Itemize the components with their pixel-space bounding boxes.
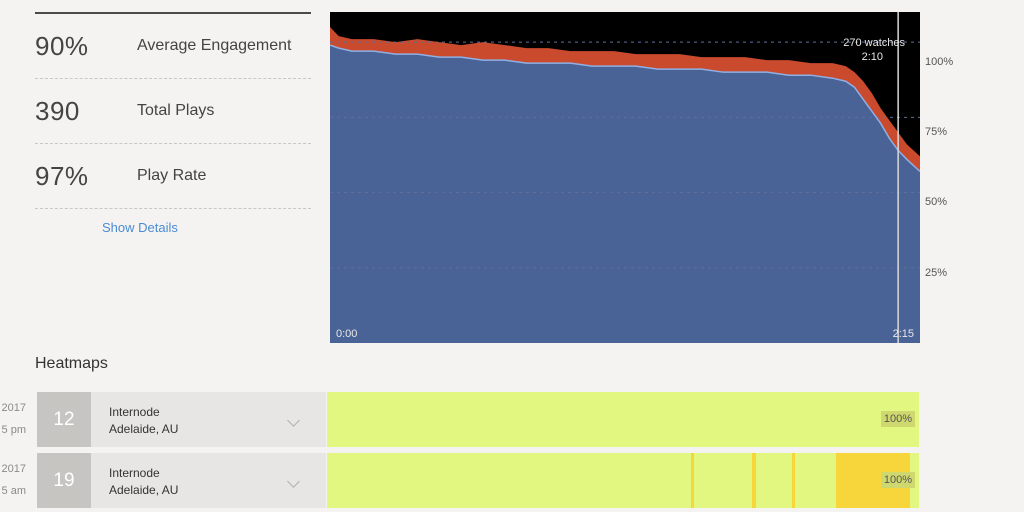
viewer-isp: Internode bbox=[109, 466, 160, 480]
heatmap-row: 2017 5 pm 12 Internode Adelaide, AU 100% bbox=[0, 392, 1024, 447]
session-number: 12 bbox=[37, 392, 91, 447]
stat-value: 390 bbox=[35, 95, 80, 126]
heatmap-row: 2017 5 am 19 Internode Adelaide, AU 100% bbox=[0, 453, 1024, 508]
engagement-graph-svg bbox=[330, 12, 920, 343]
cursor-time-label: 2:10 bbox=[861, 51, 883, 63]
heatmap-percent: 100% bbox=[880, 472, 915, 488]
stat-label: Total Plays bbox=[137, 102, 215, 119]
heatmaps-title: Heatmaps bbox=[35, 355, 108, 372]
engagement-area bbox=[330, 45, 920, 343]
stat-label: Average Engagement bbox=[137, 37, 292, 54]
stat-value: 97% bbox=[35, 160, 89, 191]
heatmap-bar[interactable]: 100% bbox=[327, 453, 919, 508]
heatmap-segment bbox=[752, 453, 756, 508]
heatmap-segment bbox=[791, 453, 795, 508]
stat-label: Play Rate bbox=[137, 167, 207, 184]
viewer-location: Adelaide, AU bbox=[109, 422, 179, 436]
session-date: 2017 bbox=[1, 402, 26, 414]
stats-panel: 90% Average Engagement 390 Total Plays 9… bbox=[35, 12, 311, 209]
heatmap-percent: 100% bbox=[880, 411, 915, 427]
session-time: 5 pm bbox=[1, 424, 26, 436]
viewer-isp: Internode bbox=[109, 405, 160, 419]
heatmap-segment bbox=[691, 453, 695, 508]
viewer-info[interactable]: Internode Adelaide, AU bbox=[91, 392, 326, 447]
y-tick-label: 100% bbox=[925, 56, 954, 68]
x-end-label: 2:15 bbox=[892, 328, 914, 340]
x-start-label: 0:00 bbox=[336, 328, 358, 340]
cursor-watches-label: 270 watches bbox=[843, 37, 905, 49]
stat-average-engagement: 90% Average Engagement bbox=[35, 14, 311, 79]
show-details-link[interactable]: Show Details bbox=[102, 220, 178, 235]
stat-play-rate: 97% Play Rate bbox=[35, 144, 311, 209]
chevron-down-icon[interactable] bbox=[287, 475, 300, 488]
engagement-graph[interactable]: 0:00 2:15 270 watches 2:10 bbox=[330, 12, 920, 343]
session-time: 5 am bbox=[1, 485, 26, 497]
y-tick-label: 50% bbox=[925, 196, 948, 208]
heatmap-bar[interactable]: 100% bbox=[327, 392, 919, 447]
viewer-info[interactable]: Internode Adelaide, AU bbox=[91, 453, 326, 508]
stat-value: 90% bbox=[35, 30, 89, 61]
viewer-location: Adelaide, AU bbox=[109, 483, 179, 497]
y-tick-label: 75% bbox=[925, 126, 948, 138]
session-date: 2017 bbox=[1, 463, 26, 475]
engagement-line bbox=[330, 44, 920, 173]
stat-total-plays: 390 Total Plays bbox=[35, 79, 311, 144]
chevron-down-icon[interactable] bbox=[287, 414, 300, 427]
session-number: 19 bbox=[37, 453, 91, 508]
y-tick-label: 25% bbox=[925, 267, 948, 279]
